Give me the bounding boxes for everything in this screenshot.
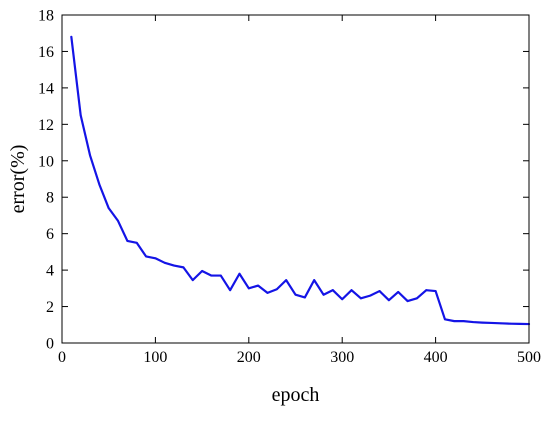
data-point <box>107 207 110 210</box>
data-point <box>126 240 129 242</box>
data-point <box>191 279 194 282</box>
data-point <box>79 114 82 117</box>
plot-frame <box>61 14 530 344</box>
data-point <box>257 284 260 287</box>
data-point <box>518 322 521 325</box>
data-point <box>416 297 418 300</box>
data-point <box>313 279 316 282</box>
data-point <box>247 287 250 290</box>
data-point <box>145 255 147 258</box>
y-tick-label: 2 <box>46 299 54 316</box>
x-tick-label: 400 <box>424 349 448 366</box>
data-point <box>182 266 185 269</box>
x-tick-label: 300 <box>330 349 354 366</box>
y-tick-label: 18 <box>38 8 54 25</box>
y-tick-label: 12 <box>38 117 54 134</box>
labels-layer: 0 100 200 300 400 500 0 2 4 6 8 10 12 14 16 18 <box>38 8 541 367</box>
data-point <box>303 296 306 299</box>
data-point <box>406 300 409 302</box>
data-point <box>285 279 288 282</box>
data-point <box>378 290 381 292</box>
data-point <box>294 293 297 296</box>
data-point <box>490 322 493 324</box>
data-point <box>509 322 512 325</box>
data-point <box>359 297 362 300</box>
data-point <box>369 294 372 297</box>
data-point <box>70 35 73 38</box>
data-point <box>219 274 222 277</box>
x-tick-label: 200 <box>237 349 261 366</box>
data-point <box>444 318 446 321</box>
data-point <box>210 274 213 277</box>
data-point <box>481 321 484 324</box>
x-tick-label: 100 <box>143 349 167 366</box>
data-point <box>266 291 269 294</box>
y-tick-label: 10 <box>38 153 54 170</box>
data-point <box>434 290 437 292</box>
data-point <box>98 183 101 186</box>
data-point <box>350 289 353 292</box>
y-tick-label: 4 <box>46 263 54 280</box>
y-axis-title: error(%) <box>7 145 29 214</box>
data-point <box>322 293 325 296</box>
data-point <box>275 288 278 291</box>
x-tick-label: 0 <box>58 349 66 366</box>
data-layer <box>70 35 531 326</box>
data-point <box>462 320 465 323</box>
data-point <box>89 154 91 157</box>
series-line <box>70 35 531 326</box>
data-point <box>331 289 334 292</box>
data-point <box>163 261 166 264</box>
data-point <box>229 289 232 292</box>
y-tick-label: 14 <box>38 80 54 97</box>
data-point <box>500 322 502 325</box>
data-point <box>201 270 204 272</box>
data-point <box>397 291 400 293</box>
data-point <box>425 289 428 292</box>
data-point <box>154 257 157 260</box>
y-tick-label: 6 <box>46 226 54 243</box>
data-point <box>453 320 456 323</box>
data-point <box>173 264 175 267</box>
data-point <box>238 272 241 275</box>
data-point <box>341 298 344 301</box>
x-tick-label: 500 <box>517 349 541 366</box>
y-tick-label: 16 <box>38 44 54 61</box>
data-point <box>117 220 119 222</box>
y-tick-label: 8 <box>46 190 54 207</box>
x-axis-title: epoch <box>272 384 320 406</box>
data-point <box>472 321 474 323</box>
y-tick-label: 0 <box>46 336 54 353</box>
data-point <box>388 299 390 302</box>
data-point <box>135 241 138 244</box>
